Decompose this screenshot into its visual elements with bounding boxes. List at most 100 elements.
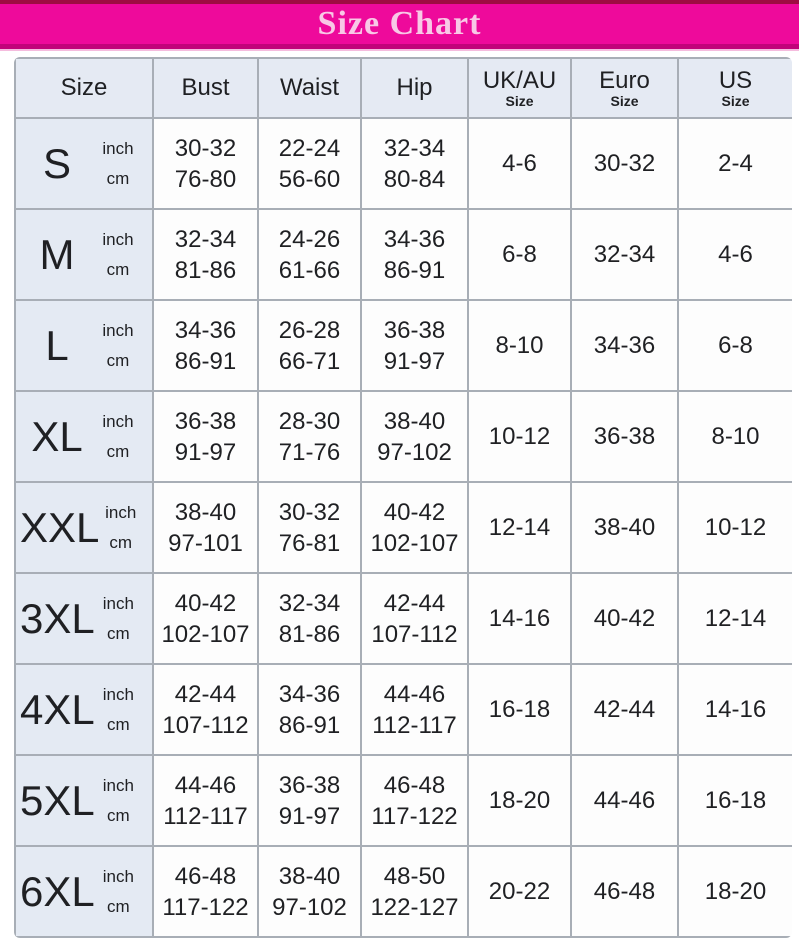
- size-cell: 5XL inch cm: [14, 754, 154, 847]
- bust-cell: 32-34 81-86: [152, 208, 259, 301]
- unit-inch-label: inch: [102, 229, 134, 249]
- table-row: M inch cm 32-34 81-86 24-26 61-66 34-36 …: [14, 208, 792, 301]
- bust-cm-value: 102-107: [161, 620, 250, 648]
- us-size-cell: 8-10: [677, 390, 792, 483]
- hip-cm-value: 102-107: [370, 529, 459, 557]
- waist-cell: 36-38 91-97: [257, 754, 362, 847]
- unit-labels: inch cm: [99, 498, 152, 558]
- size-cell: 6XL inch cm: [14, 845, 154, 938]
- ukau-size-cell: 16-18: [467, 663, 572, 756]
- unit-cm-label: cm: [107, 896, 130, 916]
- hip-inch-value: 42-44: [383, 589, 446, 617]
- hip-cell: 46-48 117-122: [360, 754, 469, 847]
- waist-cm-value: 56-60: [278, 165, 341, 193]
- waist-inch-value: 28-30: [278, 407, 341, 435]
- hip-cm-value: 117-122: [371, 802, 458, 830]
- us-size-cell: 2-4: [677, 117, 792, 210]
- ukau-size-cell: 10-12: [467, 390, 572, 483]
- ukau-size-cell: 14-16: [467, 572, 572, 665]
- us-size-cell: 16-18: [677, 754, 792, 847]
- hip-cm-value: 112-117: [372, 711, 457, 739]
- bust-inch-value: 32-34: [174, 225, 237, 253]
- unit-cm-label: cm: [107, 805, 130, 825]
- table-row: XL inch cm 36-38 91-97 28-30 71-76 38-40…: [14, 390, 792, 483]
- size-cell: M inch cm: [14, 208, 154, 301]
- bust-inch-value: 46-48: [174, 862, 237, 890]
- size-label: L: [45, 321, 69, 369]
- ukau-size-cell: 12-14: [467, 481, 572, 574]
- bust-cell: 34-36 86-91: [152, 299, 259, 392]
- bust-inch-value: 44-46: [174, 771, 237, 799]
- waist-inch-value: 22-24: [278, 134, 341, 162]
- us-size-cell: 12-14: [677, 572, 792, 665]
- column-header-label: Euro: [599, 67, 650, 94]
- size-cell: L inch cm: [14, 299, 154, 392]
- column-header-label: Bust: [181, 74, 230, 101]
- ukau-size-cell: 6-8: [467, 208, 572, 301]
- waist-inch-value: 30-32: [278, 498, 341, 526]
- header-cell-hip: Hip: [360, 57, 469, 119]
- hip-cm-value: 91-97: [383, 347, 446, 375]
- bust-cell: 38-40 97-101: [152, 481, 259, 574]
- unit-labels: inch cm: [95, 862, 152, 922]
- bust-inch-value: 34-36: [174, 316, 237, 344]
- unit-inch-label: inch: [102, 775, 134, 795]
- column-header-label: UK/AU: [482, 67, 557, 94]
- waist-cell: 34-36 86-91: [257, 663, 362, 756]
- chart-title-banner: Size Chart: [0, 0, 799, 49]
- ukau-size-cell: 18-20: [467, 754, 572, 847]
- bust-inch-value: 42-44: [174, 680, 237, 708]
- header-row: Size Bust Waist Hip UK/AU Size Euro Size: [14, 57, 792, 119]
- bust-cm-value: 97-101: [168, 529, 243, 557]
- unit-labels: inch cm: [94, 134, 152, 194]
- unit-inch-label: inch: [102, 138, 134, 158]
- unit-labels: inch cm: [94, 407, 152, 467]
- hip-inch-value: 48-50: [383, 862, 446, 890]
- hip-cell: 36-38 91-97: [360, 299, 469, 392]
- hip-cell: 32-34 80-84: [360, 117, 469, 210]
- hip-inch-value: 44-46: [383, 680, 446, 708]
- unit-labels: inch cm: [95, 589, 152, 649]
- waist-cell: 28-30 71-76: [257, 390, 362, 483]
- size-label: XXL: [20, 503, 100, 551]
- us-size-cell: 18-20: [677, 845, 792, 938]
- waist-cm-value: 81-86: [278, 620, 341, 648]
- size-chart: Size Bust Waist Hip UK/AU Size Euro Size: [14, 57, 792, 938]
- header-cell-size: Size: [14, 57, 154, 119]
- page-title: Size Chart: [317, 5, 482, 42]
- bust-cm-value: 76-80: [174, 165, 237, 193]
- waist-cm-value: 97-102: [272, 893, 347, 921]
- unit-inch-label: inch: [102, 684, 134, 704]
- unit-cm-label: cm: [109, 532, 133, 552]
- table-row: 4XL inch cm 42-44 107-112 34-36 86-91 44…: [14, 663, 792, 756]
- bust-cell: 42-44 107-112: [152, 663, 259, 756]
- unit-inch-label: inch: [102, 866, 134, 886]
- hip-cm-value: 97-102: [377, 438, 452, 466]
- table-row: S inch cm 30-32 76-80 22-24 56-60 32-34 …: [14, 117, 792, 210]
- size-label: 5XL: [20, 776, 95, 824]
- euro-size-cell: 46-48: [570, 845, 679, 938]
- hip-cell: 42-44 107-112: [360, 572, 469, 665]
- euro-size-cell: 40-42: [570, 572, 679, 665]
- ukau-size-cell: 20-22: [467, 845, 572, 938]
- column-header-label: Size: [60, 74, 108, 101]
- hip-cm-value: 122-127: [370, 893, 459, 921]
- waist-cm-value: 76-81: [278, 529, 341, 557]
- hip-cell: 38-40 97-102: [360, 390, 469, 483]
- hip-cell: 40-42 102-107: [360, 481, 469, 574]
- hip-cell: 48-50 122-127: [360, 845, 469, 938]
- euro-size-cell: 32-34: [570, 208, 679, 301]
- ukau-size-cell: 4-6: [467, 117, 572, 210]
- waist-cell: 30-32 76-81: [257, 481, 362, 574]
- bust-cell: 44-46 112-117: [152, 754, 259, 847]
- table-row: L inch cm 34-36 86-91 26-28 66-71 36-38 …: [14, 299, 792, 392]
- waist-inch-value: 34-36: [278, 680, 341, 708]
- size-cell: 4XL inch cm: [14, 663, 154, 756]
- bust-inch-value: 36-38: [174, 407, 237, 435]
- unit-labels: inch cm: [94, 225, 152, 285]
- hip-cell: 34-36 86-91: [360, 208, 469, 301]
- bust-cell: 46-48 117-122: [152, 845, 259, 938]
- hip-cell: 44-46 112-117: [360, 663, 469, 756]
- unit-inch-label: inch: [102, 593, 134, 613]
- column-header-label: US: [718, 67, 753, 94]
